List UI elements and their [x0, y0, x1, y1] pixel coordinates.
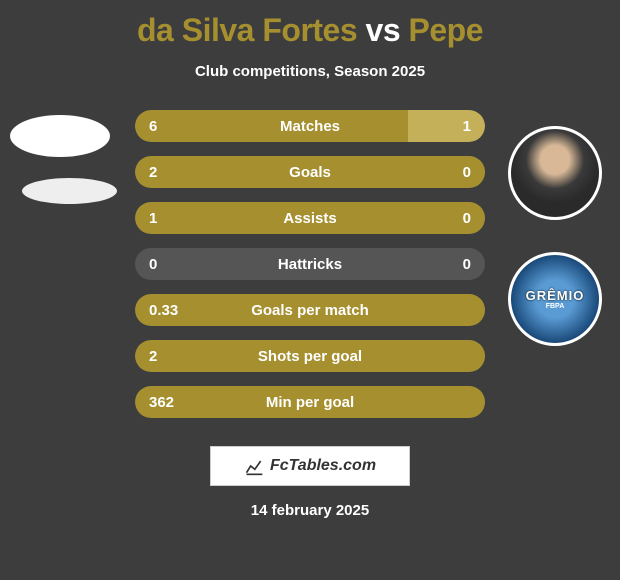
stat-label: Shots per goal [135, 348, 485, 365]
player1-club-badge [22, 178, 117, 204]
club-badge-text: GRÊMIO [526, 288, 585, 303]
stat-row: 2Goals0 [135, 156, 485, 188]
brand-badge: FcTables.com [210, 446, 410, 486]
stat-label: Goals per match [135, 302, 485, 319]
stat-row: 0Hattricks0 [135, 248, 485, 280]
player2-avatar [508, 126, 602, 220]
player2-name: Pepe [409, 12, 483, 48]
stat-label: Assists [135, 210, 485, 227]
footer-date: 14 february 2025 [0, 502, 620, 519]
stat-value-right: 0 [463, 210, 471, 227]
stat-value-right: 0 [463, 164, 471, 181]
player2-club-badge: GRÊMIO FBPA [508, 252, 602, 346]
comparison-title: da Silva Fortes vs Pepe [0, 0, 620, 49]
vs-text: vs [366, 12, 401, 48]
player1-avatar [10, 115, 110, 157]
stat-row: 1Assists0 [135, 202, 485, 234]
player1-name: da Silva Fortes [137, 12, 357, 48]
stat-label: Matches [135, 118, 485, 135]
stat-row: 6Matches1 [135, 110, 485, 142]
chart-icon [244, 456, 264, 476]
stat-label: Min per goal [135, 394, 485, 411]
brand-text: FcTables.com [270, 457, 376, 475]
subtitle: Club competitions, Season 2025 [0, 63, 620, 80]
stat-label: Goals [135, 164, 485, 181]
stat-row: 362Min per goal [135, 386, 485, 418]
stat-value-right: 1 [463, 118, 471, 135]
stat-value-right: 0 [463, 256, 471, 273]
stat-row: 0.33Goals per match [135, 294, 485, 326]
stat-label: Hattricks [135, 256, 485, 273]
club-badge-sub: FBPA [546, 303, 565, 310]
stat-row: 2Shots per goal [135, 340, 485, 372]
